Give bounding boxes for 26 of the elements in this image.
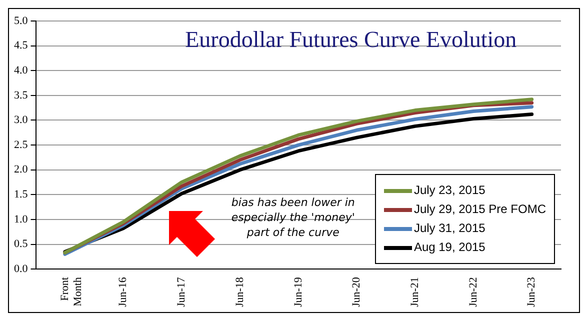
legend-label: Aug 19, 2015 (414, 239, 486, 256)
x-tick-label: Jun-21 (408, 277, 421, 308)
x-tick-label: Jun-23 (526, 276, 538, 308)
x-tick-label: Jun-16 (117, 276, 130, 308)
legend-label: July 29, 2015 Pre FOMC (414, 201, 546, 218)
annotation: bias has been lower in especially the 'money' part of the curve (231, 196, 355, 239)
x-tick-label: Front Month (58, 276, 84, 306)
y-tick-label: 2.0 (14, 164, 28, 176)
chart-title: Eurodollar Futures Curve Evolution (185, 27, 518, 52)
legend-label: July 23, 2015 (414, 182, 486, 199)
y-tick-label: 3.5 (14, 89, 28, 102)
y-tick-label: 4.5 (14, 40, 28, 52)
y-tick-label: 2.5 (14, 138, 28, 151)
y-tick-label: 5.0 (14, 14, 28, 27)
x-tick-label: Jun-17 (176, 276, 188, 308)
legend-label: July 31, 2015 (414, 220, 486, 237)
x-tick-label: Jun-20 (350, 276, 363, 308)
x-tick-label: Jun-22 (467, 277, 480, 308)
y-tick-label: 0.0 (14, 262, 28, 275)
y-tick-label: 1.5 (14, 188, 28, 201)
y-tick-label: 1.0 (14, 213, 28, 226)
y-tick-label: 3.0 (14, 114, 28, 126)
y-tick-label: 4.0 (14, 64, 28, 76)
y-tick-label: 0.5 (14, 238, 28, 250)
x-tick-label: Jun-19 (292, 276, 304, 308)
x-tick-label: Jun-18 (234, 276, 246, 308)
